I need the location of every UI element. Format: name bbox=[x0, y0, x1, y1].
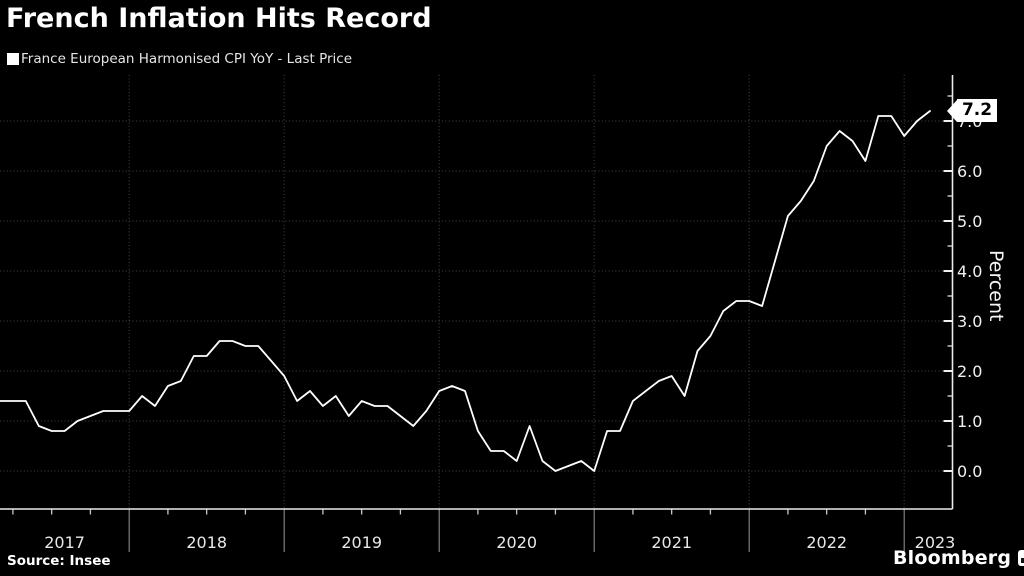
y-tick-label: 0.0 bbox=[957, 461, 983, 481]
last-price-arrow-icon bbox=[947, 99, 957, 122]
x-year-label: 2018 bbox=[186, 533, 228, 552]
y-tick-label: 5.0 bbox=[957, 211, 983, 231]
x-year-label: 2021 bbox=[651, 533, 693, 552]
x-year-label: 2017 bbox=[44, 533, 85, 552]
x-year-label: 2022 bbox=[806, 533, 848, 552]
x-year-label: 2020 bbox=[496, 533, 538, 552]
y-tick-label: 3.0 bbox=[957, 311, 983, 331]
x-year-label: 2023 bbox=[914, 533, 956, 552]
series-line bbox=[0, 110, 931, 472]
bloomberg-bars-icon bbox=[1018, 550, 1024, 566]
y-tick-label: 4.0 bbox=[957, 261, 983, 281]
chart-title: French Inflation Hits Record bbox=[6, 3, 432, 34]
last-price-value: 7.2 bbox=[957, 99, 997, 122]
x-year-label: 2019 bbox=[341, 533, 383, 552]
source-note: Source: Insee bbox=[7, 553, 111, 569]
legend-item: France European Harmonised CPI YoY - Las… bbox=[7, 51, 352, 67]
legend-swatch-icon bbox=[7, 53, 19, 65]
bloomberg-wordmark: Bloomberg bbox=[893, 547, 1012, 569]
last-price-badge: 7.2 bbox=[947, 99, 997, 122]
y-axis-title: Percent bbox=[985, 250, 1007, 322]
y-tick-label: 2.0 bbox=[957, 361, 983, 381]
bloomberg-logo: Bloomberg bbox=[893, 547, 1024, 569]
y-tick-label: 6.0 bbox=[957, 161, 983, 181]
y-tick-label: 1.0 bbox=[957, 411, 983, 431]
legend-label: France European Harmonised CPI YoY - Las… bbox=[21, 51, 353, 67]
